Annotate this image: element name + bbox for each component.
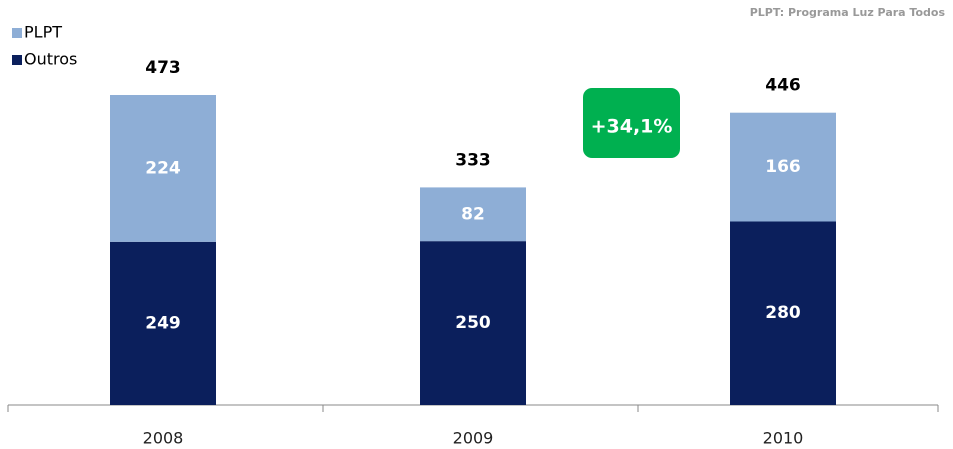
data-label: 250 xyxy=(455,313,491,333)
legend-swatch xyxy=(12,55,22,65)
bar-segment xyxy=(420,241,526,405)
total-label: 333 xyxy=(455,150,491,170)
bar-segment xyxy=(730,221,836,405)
legend-label: Outros xyxy=(24,50,77,69)
legend-swatch xyxy=(12,28,22,38)
total-label: 473 xyxy=(145,58,181,78)
note: PLPT: Programa Luz Para Todos xyxy=(750,6,946,19)
bar-segment xyxy=(730,112,836,222)
data-label: 249 xyxy=(145,313,181,333)
bar-segment xyxy=(110,95,216,242)
data-label: 166 xyxy=(765,157,801,177)
bar-segment xyxy=(110,241,216,405)
bar-segment xyxy=(420,187,526,242)
annotation-box xyxy=(583,88,680,158)
data-label: 82 xyxy=(461,204,485,224)
x-tick-label: 2008 xyxy=(143,429,184,448)
total-label: 446 xyxy=(765,76,801,96)
legend-label: PLPT xyxy=(24,23,62,42)
x-tick-label: 2010 xyxy=(763,429,804,448)
data-label: 280 xyxy=(765,303,801,323)
x-tick-label: 2009 xyxy=(453,429,494,448)
data-label: 224 xyxy=(145,158,181,178)
annotation: +34,1% xyxy=(591,116,673,138)
